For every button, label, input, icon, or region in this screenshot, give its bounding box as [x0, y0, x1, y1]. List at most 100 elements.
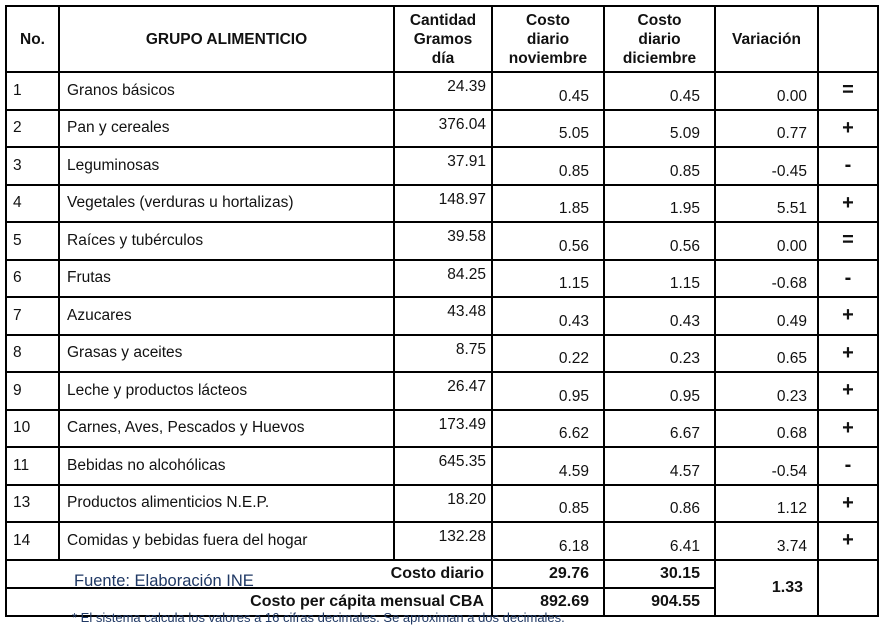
row-costo-diciembre: 0.23: [603, 333, 716, 373]
row-trend-symbol: +: [817, 483, 879, 523]
row-trend-symbol: +: [817, 296, 879, 336]
row-costo-noviembre: 5.05: [491, 108, 605, 148]
row-variacion: 1.12: [714, 483, 819, 523]
row-trend-symbol: -: [817, 446, 879, 486]
row-costo-diciembre: 5.09: [603, 108, 716, 148]
row-number: 2: [5, 108, 60, 148]
row-variacion: -0.68: [714, 258, 819, 298]
row-costo-noviembre: 4.59: [491, 446, 605, 486]
row-costo-diciembre: 0.85: [603, 146, 716, 186]
footnote: * El sistema calcula los valores a 16 ci…: [72, 610, 565, 625]
costo-mensual-label: Costo per cápita mensual CBA: [5, 586, 493, 617]
row-variacion: -0.54: [714, 446, 819, 486]
row-variacion: 0.68: [714, 408, 819, 448]
row-grupo: Leguminosas: [58, 146, 395, 186]
row-costo-noviembre: 0.43: [491, 296, 605, 336]
table-row: 9 Leche y productos lácteos 26.47 0.95 0…: [5, 371, 879, 411]
table-footer: Costo diario 29.76 30.15 1.33 Costo per …: [5, 558, 879, 617]
table-row: 10 Carnes, Aves, Pescados y Huevos 173.4…: [5, 408, 879, 448]
table-row: 2 Pan y cereales 376.04 5.05 5.09 0.77 +: [5, 108, 879, 148]
col-header-costo-diario-diciembre: Costo diario diciembre: [603, 5, 716, 73]
row-number: 8: [5, 333, 60, 373]
row-trend-symbol: -: [817, 258, 879, 298]
col-header-variacion: Variación: [714, 5, 819, 73]
row-costo-diciembre: 1.15: [603, 258, 716, 298]
table-row: 7 Azucares 43.48 0.43 0.43 0.49 +: [5, 296, 879, 336]
row-variacion: 3.74: [714, 521, 819, 561]
row-grupo: Comidas y bebidas fuera del hogar: [58, 521, 395, 561]
row-trend-symbol: +: [817, 371, 879, 411]
row-number: 13: [5, 483, 60, 523]
source-line: Fuente: Elaboración INE: [74, 572, 254, 590]
row-grupo: Vegetales (verduras u hortalizas): [58, 183, 395, 223]
row-costo-diciembre: 6.67: [603, 408, 716, 448]
row-variacion: 0.49: [714, 296, 819, 336]
variacion-total: 1.33: [714, 558, 819, 617]
table-header: No. GRUPO ALIMENTICIO Cantidad Gramos dí…: [5, 5, 879, 73]
row-costo-noviembre: 0.85: [491, 146, 605, 186]
row-number: 14: [5, 521, 60, 561]
row-costo-noviembre: 6.62: [491, 408, 605, 448]
row-costo-diciembre: 0.95: [603, 371, 716, 411]
row-costo-diciembre: 4.57: [603, 446, 716, 486]
table-body: 1 Granos básicos 24.39 0.45 0.45 0.00 = …: [5, 71, 879, 561]
row-grupo: Pan y cereales: [58, 108, 395, 148]
col-header-costo-diario-noviembre: Costo diario noviembre: [491, 5, 605, 73]
costo-diario-noviembre-total: 29.76: [491, 558, 605, 589]
row-trend-symbol: +: [817, 408, 879, 448]
cba-cost-table: No. GRUPO ALIMENTICIO Cantidad Gramos dí…: [5, 5, 879, 617]
table-row: 6 Frutas 84.25 1.15 1.15 -0.68 -: [5, 258, 879, 298]
row-costo-noviembre: 1.85: [491, 183, 605, 223]
table-row: 1 Granos básicos 24.39 0.45 0.45 0.00 =: [5, 71, 879, 111]
row-cantidad-gramos: 132.28: [393, 521, 493, 561]
row-grupo: Productos alimenticios N.E.P.: [58, 483, 395, 523]
table-row: 13 Productos alimenticios N.E.P. 18.20 0…: [5, 483, 879, 523]
row-cantidad-gramos: 37.91: [393, 146, 493, 186]
row-number: 3: [5, 146, 60, 186]
row-variacion: 0.00: [714, 221, 819, 261]
col-header-grupo-alimenticio: GRUPO ALIMENTICIO: [58, 5, 395, 73]
row-trend-symbol: +: [817, 183, 879, 223]
row-cantidad-gramos: 8.75: [393, 333, 493, 373]
row-number: 10: [5, 408, 60, 448]
costo-diario-label: Costo diario: [5, 558, 493, 589]
footer-row-costo-mensual: Costo per cápita mensual CBA 892.69 904.…: [5, 586, 878, 617]
row-trend-symbol: +: [817, 108, 879, 148]
row-cantidad-gramos: 24.39: [393, 71, 493, 111]
row-costo-noviembre: 0.95: [491, 371, 605, 411]
table-row: 11 Bebidas no alcohólicas 645.35 4.59 4.…: [5, 446, 879, 486]
row-costo-noviembre: 0.56: [491, 221, 605, 261]
row-variacion: 0.23: [714, 371, 819, 411]
row-cantidad-gramos: 43.48: [393, 296, 493, 336]
row-number: 7: [5, 296, 60, 336]
row-grupo: Granos básicos: [58, 71, 395, 111]
table-row: 3 Leguminosas 37.91 0.85 0.85 -0.45 -: [5, 146, 879, 186]
row-variacion: 0.77: [714, 108, 819, 148]
row-cantidad-gramos: 18.20: [393, 483, 493, 523]
row-cantidad-gramos: 173.49: [393, 408, 493, 448]
row-costo-diciembre: 0.43: [603, 296, 716, 336]
row-grupo: Carnes, Aves, Pescados y Huevos: [58, 408, 395, 448]
row-number: 9: [5, 371, 60, 411]
row-costo-diciembre: 0.45: [603, 71, 716, 111]
row-cantidad-gramos: 148.97: [393, 183, 493, 223]
table-row: 4 Vegetales (verduras u hortalizas) 148.…: [5, 183, 879, 223]
row-number: 4: [5, 183, 60, 223]
costo-diario-diciembre-total: 30.15: [603, 558, 716, 589]
row-trend-symbol: -: [817, 146, 879, 186]
row-costo-noviembre: 6.18: [491, 521, 605, 561]
row-grupo: Frutas: [58, 258, 395, 298]
header-row: No. GRUPO ALIMENTICIO Cantidad Gramos dí…: [5, 5, 879, 73]
row-number: 5: [5, 221, 60, 261]
row-grupo: Raíces y tubérculos: [58, 221, 395, 261]
col-header-cantidad-gramos-dia: Cantidad Gramos día: [393, 5, 493, 73]
row-trend-symbol: +: [817, 521, 879, 561]
row-grupo: Leche y productos lácteos: [58, 371, 395, 411]
row-costo-diciembre: 0.56: [603, 221, 716, 261]
row-costo-noviembre: 0.22: [491, 333, 605, 373]
row-costo-noviembre: 1.15: [491, 258, 605, 298]
footer-symbol-cell: [817, 558, 879, 617]
row-grupo: Azucares: [58, 296, 395, 336]
row-number: 6: [5, 258, 60, 298]
